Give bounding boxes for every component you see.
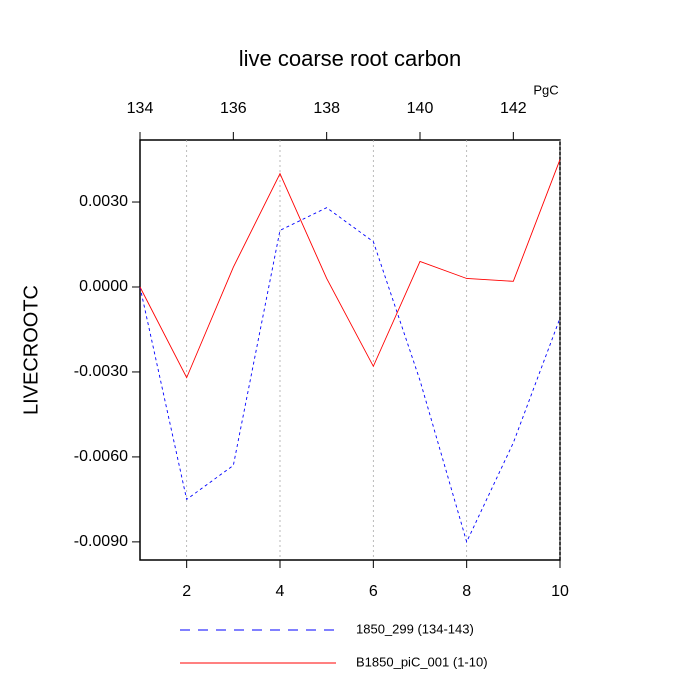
y-tick-label: -0.0060: [74, 448, 128, 465]
y-tick-label: -0.0090: [74, 533, 128, 550]
y-tick-label: -0.0030: [74, 363, 128, 380]
series-line: [139, 207, 561, 544]
x-tick-label: 8: [462, 583, 471, 600]
y-tick-label: 0.0000: [79, 278, 128, 295]
x2-tick-label: 140: [407, 100, 434, 117]
chart-title: live coarse root carbon: [239, 46, 462, 71]
x2-tick-label: 138: [313, 100, 340, 117]
x2-tick-label: 136: [220, 100, 247, 117]
x-tick-label: 4: [276, 583, 285, 600]
y-tick-label: 0.0030: [79, 193, 128, 210]
legend-label: 1850_299 (134-143): [356, 621, 474, 636]
x-tick-label: 2: [182, 583, 191, 600]
axis-unit: PgC: [533, 82, 558, 97]
series-line: [139, 159, 561, 379]
y-axis-label: LIVECROOTC: [20, 285, 42, 415]
plot-frame: [139, 139, 561, 561]
x-tick-label: 6: [369, 583, 378, 600]
x-tick-label: 10: [551, 583, 569, 600]
x2-tick-label: 142: [500, 100, 527, 117]
x2-tick-label: 134: [127, 100, 154, 117]
legend-label: B1850_piC_001 (1-10): [356, 654, 488, 669]
